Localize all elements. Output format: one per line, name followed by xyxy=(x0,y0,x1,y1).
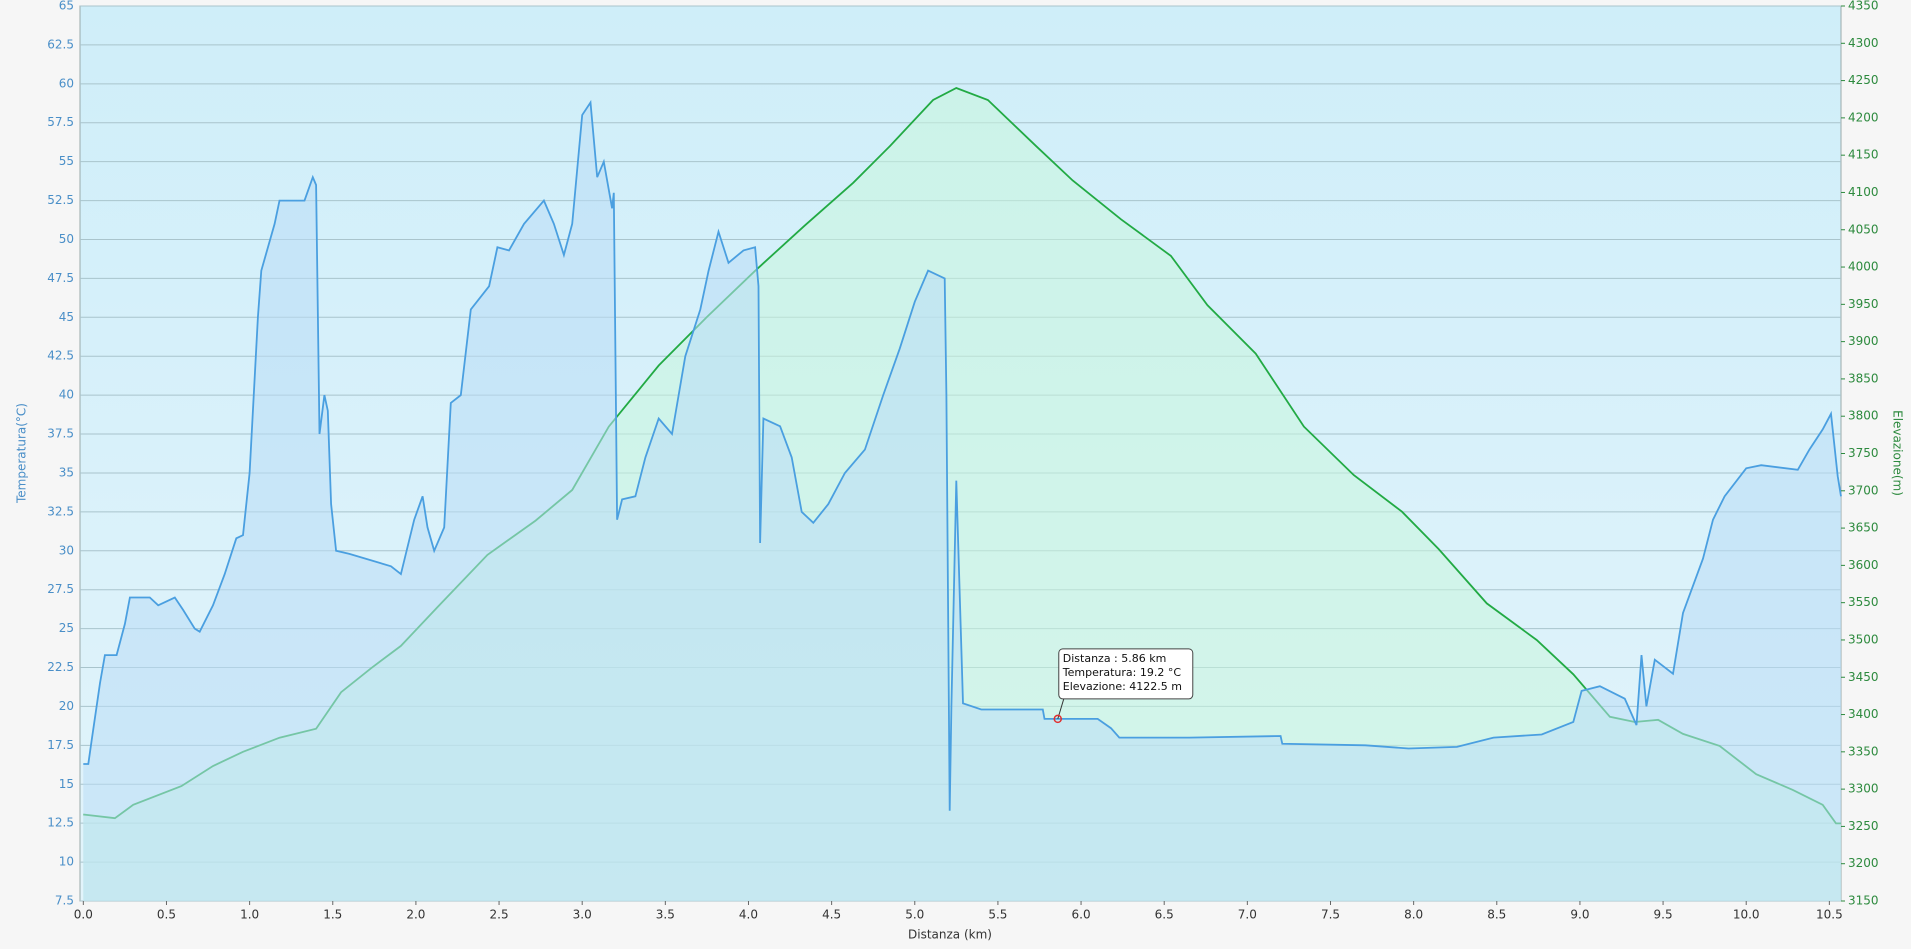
y-tick-label: 30 xyxy=(59,543,74,557)
y-tick-label: 37.5 xyxy=(47,427,74,441)
y-tick-label: 40 xyxy=(59,388,74,402)
y-tick-label: 17.5 xyxy=(47,738,74,752)
y2-tick-label: 3750 xyxy=(1848,446,1879,460)
y2-tick-label: 4000 xyxy=(1848,260,1879,274)
x-tick-label: 5.5 xyxy=(988,908,1007,922)
y2-tick-label: 4250 xyxy=(1848,73,1879,87)
y2-tick-label: 3700 xyxy=(1848,483,1879,497)
tooltip-line: Elevazione: 4122.5 m xyxy=(1063,680,1182,693)
y2-tick-label: 3550 xyxy=(1848,595,1879,609)
x-tick-label: 10.5 xyxy=(1816,908,1843,922)
tooltip-line: Temperatura: 19.2 °C xyxy=(1062,666,1182,679)
y-tick-label: 25 xyxy=(59,621,74,635)
y-tick-label: 10 xyxy=(59,855,74,869)
y2-tick-label: 4300 xyxy=(1848,36,1879,50)
y-tick-label: 65 xyxy=(59,0,74,13)
x-tick-label: 9.0 xyxy=(1570,908,1589,922)
x-axis-title: Distanza (km) xyxy=(908,928,992,942)
y-tick-label: 12.5 xyxy=(47,816,74,830)
y2-tick-label: 3650 xyxy=(1848,521,1879,535)
y-tick-label: 55 xyxy=(59,154,74,168)
y2-tick-label: 4100 xyxy=(1848,185,1879,199)
y-tick-label: 45 xyxy=(59,310,74,324)
y-tick-label: 22.5 xyxy=(47,660,74,674)
y-tick-label: 15 xyxy=(59,777,74,791)
x-tick-label: 1.0 xyxy=(240,908,259,922)
y2-tick-label: 3950 xyxy=(1848,297,1879,311)
annotation-marker xyxy=(1053,714,1063,724)
y2-axis-title: Elevazione(m) xyxy=(1891,410,1905,496)
x-tick-label: 1.5 xyxy=(323,908,342,922)
y2-tick-label: 3250 xyxy=(1848,819,1879,833)
y2-tick-label: 3200 xyxy=(1848,856,1879,870)
y2-tick-label: 4050 xyxy=(1848,222,1879,236)
y-tick-label: 57.5 xyxy=(47,115,74,129)
y2-tick-label: 3600 xyxy=(1848,558,1879,572)
x-tick-label: 4.0 xyxy=(739,908,758,922)
x-tick-label: 4.5 xyxy=(822,908,841,922)
line xyxy=(83,99,1842,811)
y-tick-label: 47.5 xyxy=(47,271,74,285)
y2-tick-label: 4200 xyxy=(1848,110,1879,124)
x-tick-label: 8.5 xyxy=(1487,908,1506,922)
y-tick-label: 42.5 xyxy=(47,349,74,363)
y2-tick-label: 3450 xyxy=(1848,670,1879,684)
y-tick-label: 52.5 xyxy=(47,193,74,207)
y-axis-title: Temperatura(°C) xyxy=(15,403,29,504)
y2-tick-label: 4150 xyxy=(1848,148,1879,162)
y2-tick-label: 3850 xyxy=(1848,371,1879,385)
x-tick-label: 9.5 xyxy=(1654,908,1673,922)
y2-tick-label: 3500 xyxy=(1848,632,1879,646)
y-tick-label: 7.5 xyxy=(55,894,74,908)
x-tick-label: 6.0 xyxy=(1072,908,1091,922)
x-tick-label: 5.0 xyxy=(905,908,924,922)
x-tick-label: 3.0 xyxy=(573,908,592,922)
y2-tick-label: 3900 xyxy=(1848,334,1879,348)
y2-tick-label: 4350 xyxy=(1848,0,1879,13)
tooltip-box xyxy=(1058,648,1194,700)
y2-tick-label: 3150 xyxy=(1848,894,1879,908)
y-tick-label: 50 xyxy=(59,232,74,246)
x-tick-label: 6.5 xyxy=(1155,908,1174,922)
y-tick-label: 20 xyxy=(59,699,74,713)
x-tick-label: 0.5 xyxy=(157,908,176,922)
x-tick-label: 7.5 xyxy=(1321,908,1340,922)
y-tick-label: 62.5 xyxy=(47,37,74,51)
x-tick-label: 2.0 xyxy=(406,908,425,922)
x-tick-label: 2.5 xyxy=(490,908,509,922)
x-tick-label: 8.0 xyxy=(1404,908,1423,922)
y-tick-label: 60 xyxy=(59,76,74,90)
x-tick-label: 7.0 xyxy=(1238,908,1257,922)
y2-tick-label: 3350 xyxy=(1848,744,1879,758)
y2-tick-label: 3400 xyxy=(1848,707,1879,721)
x-tick-label: 3.5 xyxy=(656,908,675,922)
x-tick-label: 10.0 xyxy=(1733,908,1760,922)
area-fill xyxy=(83,102,1841,901)
y2-tick-label: 3300 xyxy=(1848,782,1879,796)
y-tick-label: 27.5 xyxy=(47,582,74,596)
y-tick-label: 35 xyxy=(59,465,74,479)
x-tick-label: 0.0 xyxy=(74,908,93,922)
tooltip-line: Distanza : 5.86 km xyxy=(1063,652,1167,665)
y-tick-label: 32.5 xyxy=(47,504,74,518)
y2-tick-label: 3800 xyxy=(1848,409,1879,423)
